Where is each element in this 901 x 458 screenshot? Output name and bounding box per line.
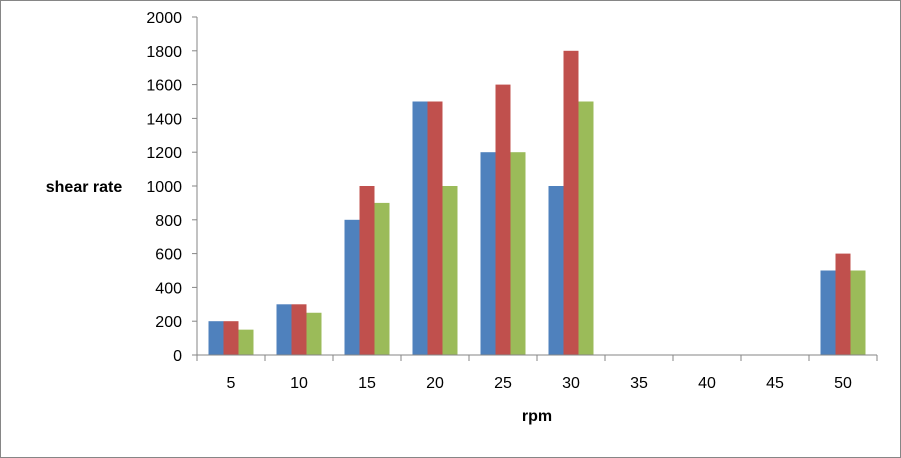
bar-series2-25 <box>495 84 511 355</box>
x-tick-label: 35 <box>630 375 648 392</box>
bar-series3-5 <box>238 329 254 355</box>
x-tick-label: 15 <box>358 375 376 392</box>
plot-bars <box>208 50 866 356</box>
bar-series2-50 <box>835 253 851 355</box>
y-tick-label: 1000 <box>146 179 182 196</box>
y-tick-label: 600 <box>155 247 182 264</box>
y-tick-label: 2000 <box>146 10 182 27</box>
bar-series2-10 <box>291 304 307 355</box>
bar-series1-5 <box>208 321 224 355</box>
x-tick-label: 40 <box>698 375 716 392</box>
y-tick-label: 1600 <box>146 78 182 95</box>
x-tick-label: 30 <box>562 375 580 392</box>
bar-series3-25 <box>510 152 526 355</box>
y-tick-label: 0 <box>173 348 182 365</box>
y-tick-label: 1400 <box>146 111 182 128</box>
x-tick-label: 20 <box>426 375 444 392</box>
bar-series3-10 <box>306 312 322 355</box>
x-tick-label: 45 <box>766 375 784 392</box>
x-tick-label: 50 <box>834 375 852 392</box>
y-axis-ticks: 0 200 400 600 800 1000 1200 1400 1600 1800 2000 <box>146 10 197 365</box>
x-tick-label: 25 <box>494 375 512 392</box>
bar-series1-20 <box>412 101 428 355</box>
bar-series3-50 <box>850 270 866 355</box>
x-tick-label: 5 <box>227 375 236 392</box>
y-tick-label: 1800 <box>146 44 182 61</box>
bar-series2-20 <box>427 101 443 355</box>
y-tick-label: 800 <box>155 213 182 230</box>
bar-series2-15 <box>359 186 375 355</box>
y-tick-label: 400 <box>155 280 182 297</box>
bar-series1-50 <box>820 270 836 355</box>
bar-series1-10 <box>276 304 292 355</box>
bar-series3-15 <box>374 202 390 355</box>
y-axis-title: shear rate <box>46 179 123 196</box>
bar-series3-20 <box>442 186 458 355</box>
bar-series1-25 <box>480 152 496 355</box>
bar-series1-30 <box>548 186 564 355</box>
bar-series2-5 <box>223 321 239 355</box>
bar-series2-30 <box>563 50 579 356</box>
bar-series1-15 <box>344 219 360 355</box>
x-axis-ticks: 5 10 15 20 25 30 35 40 45 50 <box>196 355 878 392</box>
y-tick-label: 200 <box>155 314 182 331</box>
y-tick-label: 1200 <box>146 145 182 162</box>
x-axis-title: rpm <box>522 408 552 425</box>
bar-series3-30 <box>578 101 594 355</box>
x-tick-label: 10 <box>290 375 308 392</box>
